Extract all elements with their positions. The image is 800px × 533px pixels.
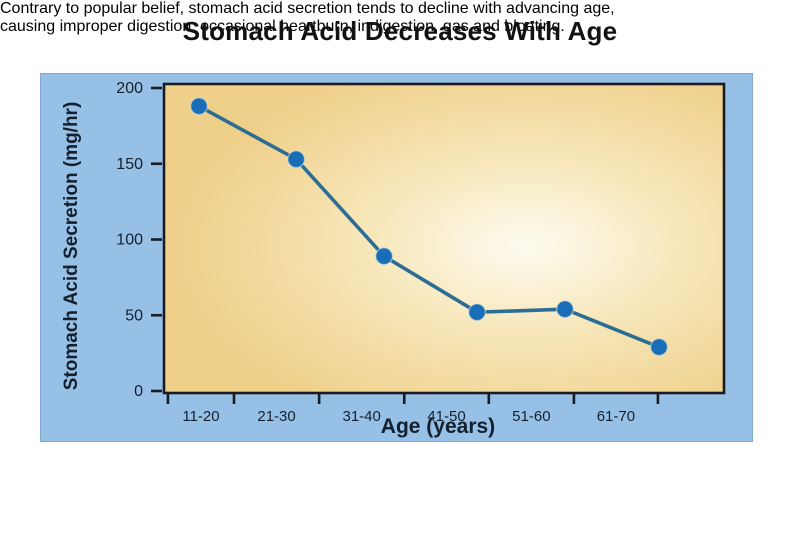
data-point bbox=[555, 300, 575, 319]
y-tick-label: 50 bbox=[125, 307, 143, 324]
data-point bbox=[649, 337, 669, 357]
plot-border bbox=[162, 82, 726, 395]
caption-line-2: causing improper digestion, occasional h… bbox=[0, 18, 565, 35]
x-axis-title: Age (years) bbox=[381, 415, 495, 438]
data-series bbox=[189, 97, 669, 357]
line-chart: 0 50 100 150 200 11-20 21-30 31-40 41-50 51-60 61-… bbox=[61, 80, 726, 438]
data-line bbox=[197, 104, 661, 349]
x-tick-label: 31-40 bbox=[342, 408, 380, 425]
y-tick-label: 200 bbox=[116, 80, 143, 97]
data-point bbox=[374, 247, 394, 266]
data-point bbox=[467, 303, 487, 322]
data-point bbox=[287, 150, 306, 169]
chart-panel: 0 50 100 150 200 11-20 21-30 31-40 41-50 51-60 61-… bbox=[40, 73, 753, 442]
data-point bbox=[189, 97, 209, 116]
plot-area bbox=[164, 84, 724, 393]
chart-title: Stomach Acid Decreases With Age bbox=[182, 16, 618, 46]
caption-line-1: Contrary to popular belief, stomach acid… bbox=[0, 0, 615, 17]
y-axis-title: Stomach Acid Secretion (mg/hr) bbox=[61, 102, 82, 391]
axis-labels: 0 50 100 150 200 11-20 21-30 31-40 41-50 51-60 61-… bbox=[116, 80, 635, 425]
x-tick-label: 21-30 bbox=[257, 408, 295, 425]
axes bbox=[151, 82, 726, 404]
x-tick-label: 61-70 bbox=[597, 408, 635, 425]
x-tick-label: 41-50 bbox=[427, 408, 465, 425]
x-tick-label: 11-20 bbox=[182, 408, 219, 425]
y-tick-label: 100 bbox=[116, 232, 143, 249]
x-tick-label: 51-60 bbox=[512, 408, 550, 425]
y-tick-label: 150 bbox=[116, 156, 143, 173]
y-tick-label: 0 bbox=[134, 383, 143, 400]
